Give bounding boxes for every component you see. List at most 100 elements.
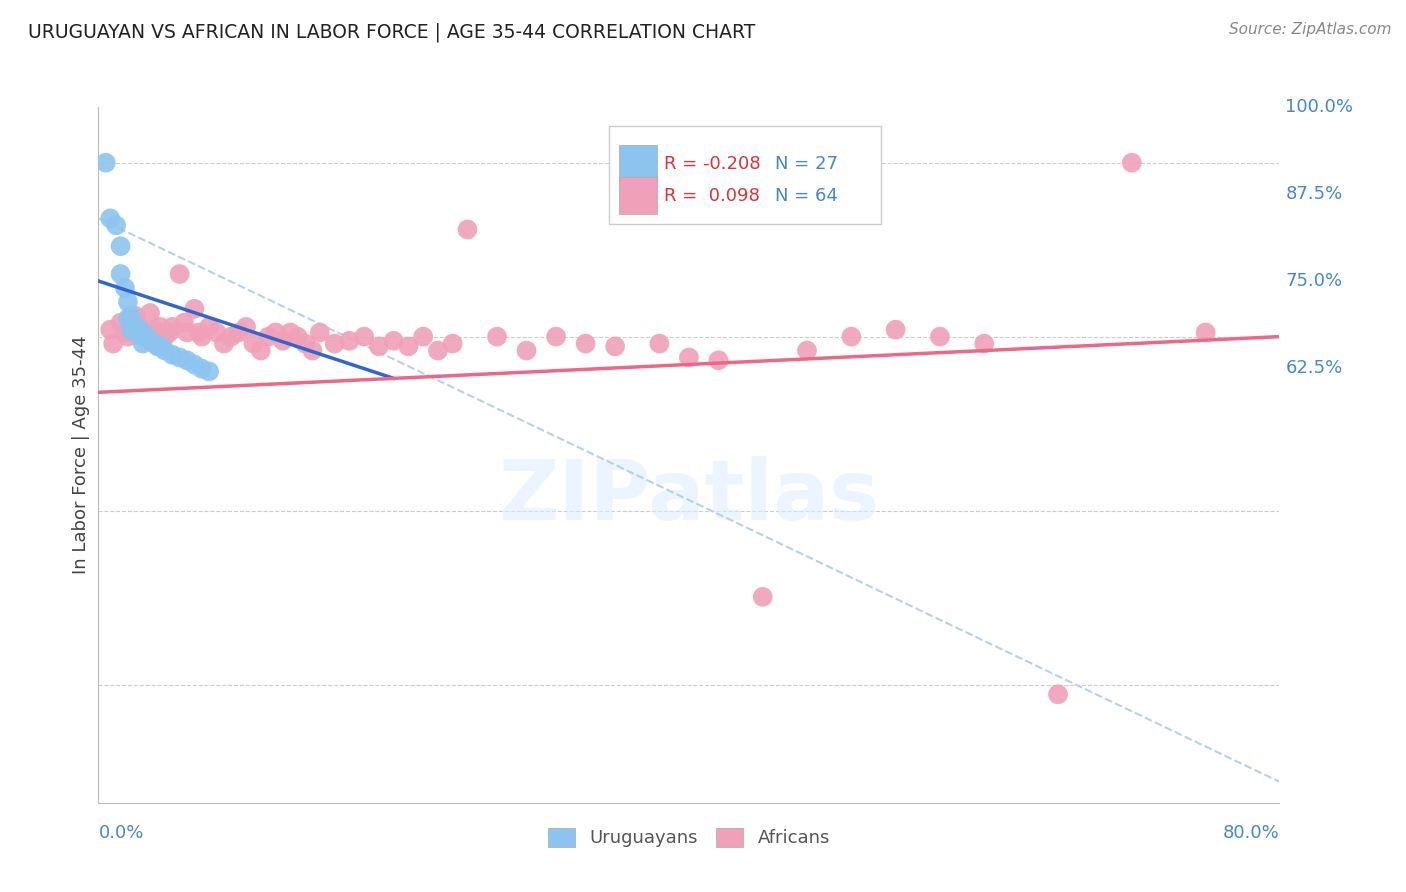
Point (110, 239, 132, 253)
Point (114, 281, 136, 295)
Point (132, 336, 155, 351)
Point (120, 323, 142, 337)
Point (751, 590, 773, 604)
Point (157, 326, 180, 340)
Point (301, 343, 323, 358)
Point (353, 329, 375, 343)
Text: 62.5%: 62.5% (1285, 359, 1343, 377)
Point (162, 348, 183, 362)
Point (198, 364, 221, 378)
Point (183, 358, 205, 372)
Point (191, 329, 214, 343)
Point (146, 339, 169, 353)
Point (187, 326, 209, 340)
Text: ZIPatlas: ZIPatlas (499, 456, 879, 537)
Point (884, 323, 907, 337)
Point (1195, 326, 1218, 340)
Point (928, 329, 950, 343)
Point (128, 323, 150, 337)
Text: N = 64: N = 64 (775, 186, 838, 204)
Point (110, 316, 132, 330)
Point (271, 334, 294, 348)
Point (309, 326, 332, 340)
Point (128, 319, 150, 334)
Point (219, 329, 242, 343)
Point (117, 311, 139, 326)
Text: R =  0.098: R = 0.098 (664, 186, 759, 204)
Point (264, 326, 287, 340)
Point (456, 222, 478, 236)
Text: 80.0%: 80.0% (1223, 823, 1279, 842)
Text: Source: ZipAtlas.com: Source: ZipAtlas.com (1229, 22, 1392, 37)
Point (120, 309, 142, 323)
Point (198, 319, 221, 334)
Point (839, 329, 862, 343)
Text: 100.0%: 100.0% (1285, 98, 1354, 116)
Point (294, 336, 316, 351)
Point (257, 329, 280, 343)
Legend: Uruguayans, Africans: Uruguayans, Africans (538, 819, 839, 856)
Point (1121, 155, 1143, 169)
Point (114, 326, 136, 340)
Point (98, 211, 121, 226)
Point (173, 316, 195, 330)
Point (139, 306, 162, 320)
Point (117, 329, 139, 343)
Point (544, 329, 567, 343)
Point (228, 326, 250, 340)
Point (169, 351, 191, 365)
Point (124, 319, 146, 334)
Point (648, 336, 671, 351)
Point (427, 343, 450, 358)
Point (205, 326, 228, 340)
Point (973, 336, 995, 351)
Point (323, 336, 346, 351)
Point (153, 329, 176, 343)
Text: 75.0%: 75.0% (1285, 272, 1343, 290)
Point (605, 339, 627, 353)
Point (103, 336, 125, 351)
Text: 87.5%: 87.5% (1285, 185, 1343, 203)
Point (149, 339, 172, 353)
Point (368, 339, 391, 353)
Point (183, 301, 205, 316)
Point (1046, 687, 1069, 701)
Point (117, 294, 139, 309)
Point (191, 361, 214, 376)
Point (678, 351, 700, 365)
Point (486, 329, 509, 343)
Point (143, 323, 166, 337)
Point (287, 329, 309, 343)
Point (212, 336, 235, 351)
Text: 0.0%: 0.0% (98, 823, 143, 842)
Text: N = 27: N = 27 (775, 154, 838, 173)
Point (153, 343, 176, 358)
Point (250, 343, 273, 358)
Point (124, 326, 146, 340)
Point (337, 334, 360, 348)
Point (412, 329, 434, 343)
Point (132, 329, 155, 343)
Point (124, 309, 146, 323)
Point (441, 336, 464, 351)
Point (110, 267, 132, 281)
Point (176, 353, 198, 368)
Point (396, 339, 419, 353)
Point (143, 336, 166, 351)
Text: R = -0.208: R = -0.208 (664, 154, 761, 173)
Point (132, 326, 155, 340)
Point (707, 353, 730, 368)
Point (139, 334, 162, 348)
Point (94, 155, 117, 169)
Point (162, 319, 183, 334)
Point (98, 323, 121, 337)
Text: URUGUAYAN VS AFRICAN IN LABOR FORCE | AGE 35-44 CORRELATION CHART: URUGUAYAN VS AFRICAN IN LABOR FORCE | AG… (28, 22, 755, 42)
Point (146, 326, 169, 340)
Point (278, 326, 302, 340)
Point (235, 319, 257, 334)
Point (169, 267, 191, 281)
Point (796, 343, 818, 358)
Point (574, 336, 596, 351)
Point (135, 328, 157, 343)
Point (515, 343, 537, 358)
